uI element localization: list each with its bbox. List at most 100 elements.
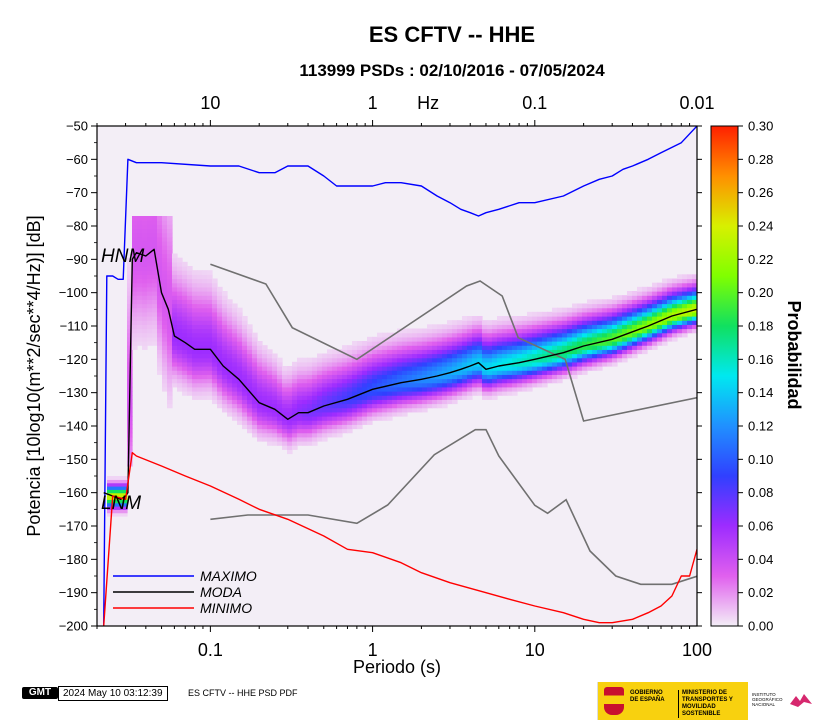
heatmap-cell	[132, 328, 138, 334]
heatmap-cell	[137, 216, 143, 221]
heatmap-cell	[177, 382, 183, 388]
heatmap-cell	[612, 303, 618, 309]
heatmap-cell	[177, 386, 183, 392]
heatmap-cell	[612, 295, 618, 300]
heatmap-cell	[212, 399, 218, 405]
heatmap-cell	[357, 395, 363, 400]
heatmap-cell	[297, 424, 303, 430]
heatmap-cell	[347, 424, 353, 430]
heatmap-cell	[607, 361, 613, 367]
heatmap-cell	[332, 395, 338, 400]
heatmap-cell	[612, 320, 618, 325]
heatmap-cell	[642, 316, 648, 321]
heatmap-cell	[182, 270, 188, 275]
heatmap-cell	[212, 391, 218, 396]
heatmap-cell	[177, 257, 183, 263]
heatmap-cell	[587, 303, 593, 309]
heatmap-cell	[337, 391, 343, 396]
heatmap-cell	[202, 316, 208, 321]
heatmap-cell	[587, 324, 593, 330]
heatmap-cell	[687, 295, 693, 300]
heatmap-cell	[107, 496, 113, 500]
heatmap-cell	[612, 357, 618, 363]
heatmap-cell	[682, 278, 688, 284]
heatmap-cell	[307, 411, 313, 417]
heatmap-cell	[392, 403, 398, 409]
heatmap-cell	[437, 386, 443, 392]
heatmap-cell	[192, 353, 198, 359]
heatmap-cell	[357, 386, 363, 392]
heatmap-cell	[292, 382, 298, 388]
heatmap-cell	[467, 349, 473, 355]
heatmap-cell	[187, 370, 193, 375]
heatmap-cell	[242, 324, 248, 330]
heatmap-cell	[307, 424, 313, 430]
heatmap-cell	[597, 307, 603, 313]
heatmap-cell	[157, 286, 163, 292]
heatmap-cell	[592, 357, 598, 363]
heatmap-cell	[207, 282, 213, 288]
heatmap-cell	[337, 378, 343, 384]
heatmap-cell	[587, 316, 593, 321]
heatmap-cell	[522, 357, 528, 363]
heatmap-cell	[347, 349, 353, 355]
heatmap-cell	[512, 382, 518, 388]
heatmap-cell	[337, 386, 343, 392]
heatmap-cell	[647, 324, 653, 330]
heatmap-cell	[187, 295, 193, 300]
heatmap-cell	[137, 270, 143, 275]
heatmap-cell	[227, 311, 233, 317]
heatmap-cell	[487, 336, 493, 342]
heatmap-cell	[297, 361, 303, 367]
heatmap-cell	[192, 374, 198, 380]
heatmap-cell	[167, 370, 173, 375]
heatmap-cell	[382, 353, 388, 359]
heatmap-cell	[422, 378, 428, 384]
heatmap-cell	[632, 341, 638, 346]
heatmap-cell	[112, 512, 118, 517]
heatmap-cell	[207, 336, 213, 342]
heatmap-cell	[622, 353, 628, 359]
heatmap-cell	[487, 378, 493, 384]
heatmap-cell	[602, 311, 608, 317]
series-line-moda	[103, 248, 697, 500]
heatmap-cell	[207, 278, 213, 284]
heatmap-cell	[162, 216, 168, 221]
heatmap-cell	[127, 441, 133, 446]
heatmap-cell	[117, 486, 123, 490]
heatmap-cell	[297, 366, 303, 371]
heatmap-cell	[667, 311, 673, 317]
heatmap-cell	[407, 353, 413, 359]
heatmap-cell	[467, 353, 473, 359]
heatmap-cell	[212, 316, 218, 321]
heatmap-cell	[337, 416, 343, 421]
heatmap-cell	[167, 236, 173, 242]
heatmap-cell	[302, 428, 308, 434]
heatmap-cell	[107, 512, 113, 517]
x-axis-label: Periodo (s)	[353, 657, 441, 677]
heatmap-cell	[317, 432, 323, 438]
heatmap-cell	[262, 349, 268, 355]
heatmap-cell	[447, 361, 453, 367]
heatmap-cell	[342, 378, 348, 384]
heatmap-cell	[132, 278, 138, 284]
heatmap-cell	[237, 357, 243, 363]
heatmap-cell	[397, 391, 403, 396]
heatmap-cell	[242, 366, 248, 371]
heatmap-cell	[382, 349, 388, 355]
heatmap-cell	[532, 357, 538, 363]
heatmap-cell	[607, 357, 613, 363]
heatmap-cell	[157, 307, 163, 313]
heatmap-cell	[557, 332, 563, 338]
heatmap-cell	[242, 336, 248, 342]
heatmap-cell	[507, 336, 513, 342]
heatmap-cell	[547, 316, 553, 321]
heatmap-cell	[512, 316, 518, 321]
heatmap-cell	[342, 395, 348, 400]
heatmap-cell	[527, 361, 533, 367]
heatmap-cell	[457, 386, 463, 392]
heatmap-cell	[142, 286, 148, 292]
heatmap-cell	[332, 403, 338, 409]
heatmap-cell	[347, 420, 353, 425]
heatmap-cell	[587, 349, 593, 355]
